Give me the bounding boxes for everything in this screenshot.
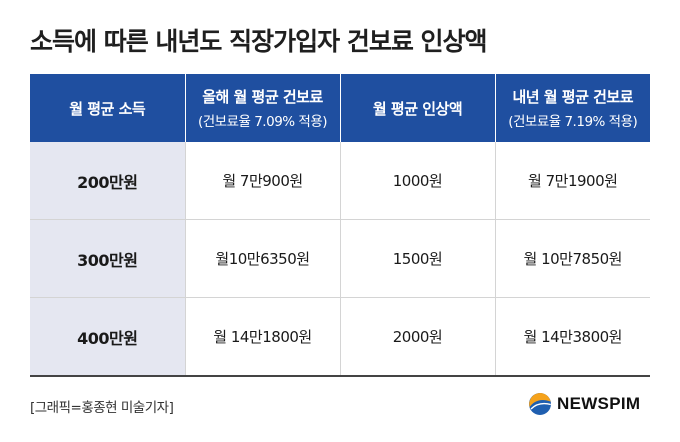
next-premium-cell: 월 7만1900원 — [494, 142, 650, 220]
income-cell: 300만원 — [30, 219, 185, 298]
graphic-credit: [그래픽=홍종현 미술기자] — [30, 400, 174, 416]
table-row: 400만원 월 14만1800원 2000원 월 14만3800원 — [30, 297, 650, 377]
next-premium-cell: 월 14만3800원 — [494, 297, 650, 377]
header-current-premium-note: (건보료율 7.09% 적용) — [197, 114, 328, 130]
header-income-label: 월 평균 소득 — [69, 99, 146, 118]
newspim-logo-text: NEWSPIM — [557, 394, 641, 413]
header-next-premium: 내년 월 평균 건보료 (건보료율 7.19% 적용) — [494, 74, 650, 142]
header-current-premium: 올해 월 평균 건보료 (건보료율 7.09% 적용) — [184, 74, 340, 142]
current-premium-cell: 월10만6350원 — [184, 219, 340, 298]
next-premium-cell: 월 10만7850원 — [494, 219, 650, 298]
table-header-row: 월 평균 소득 올해 월 평균 건보료 (건보료율 7.09% 적용) 월 평균… — [30, 74, 650, 142]
premium-table: 월 평균 소득 올해 월 평균 건보료 (건보료율 7.09% 적용) 월 평균… — [30, 74, 650, 377]
header-next-premium-label: 내년 월 평균 건보료 — [512, 88, 634, 106]
header-income: 월 평균 소득 — [30, 74, 185, 142]
header-increase-label: 월 평균 인상액 — [372, 99, 463, 118]
income-cell: 200만원 — [30, 142, 185, 220]
page-title: 소득에 따른 내년도 직장가입자 건보료 인상액 — [30, 27, 488, 56]
header-current-premium-label: 올해 월 평균 건보료 — [202, 88, 323, 106]
increase-cell: 1000원 — [339, 142, 495, 220]
table-row: 300만원 월10만6350원 1500원 월 10만7850원 — [30, 219, 650, 298]
newspim-logo: NEWSPIM — [528, 390, 640, 418]
header-next-premium-note: (건보료율 7.19% 적용) — [508, 114, 638, 130]
current-premium-cell: 월 14만1800원 — [184, 297, 340, 377]
newspim-logo-icon — [529, 393, 551, 415]
increase-cell: 2000원 — [339, 297, 495, 377]
current-premium-cell: 월 7만900원 — [184, 142, 340, 220]
table-row: 200만원 월 7만900원 1000원 월 7만1900원 — [30, 142, 650, 220]
income-cell: 400만원 — [30, 297, 185, 377]
header-increase: 월 평균 인상액 — [339, 74, 495, 142]
increase-cell: 1500원 — [339, 219, 495, 298]
